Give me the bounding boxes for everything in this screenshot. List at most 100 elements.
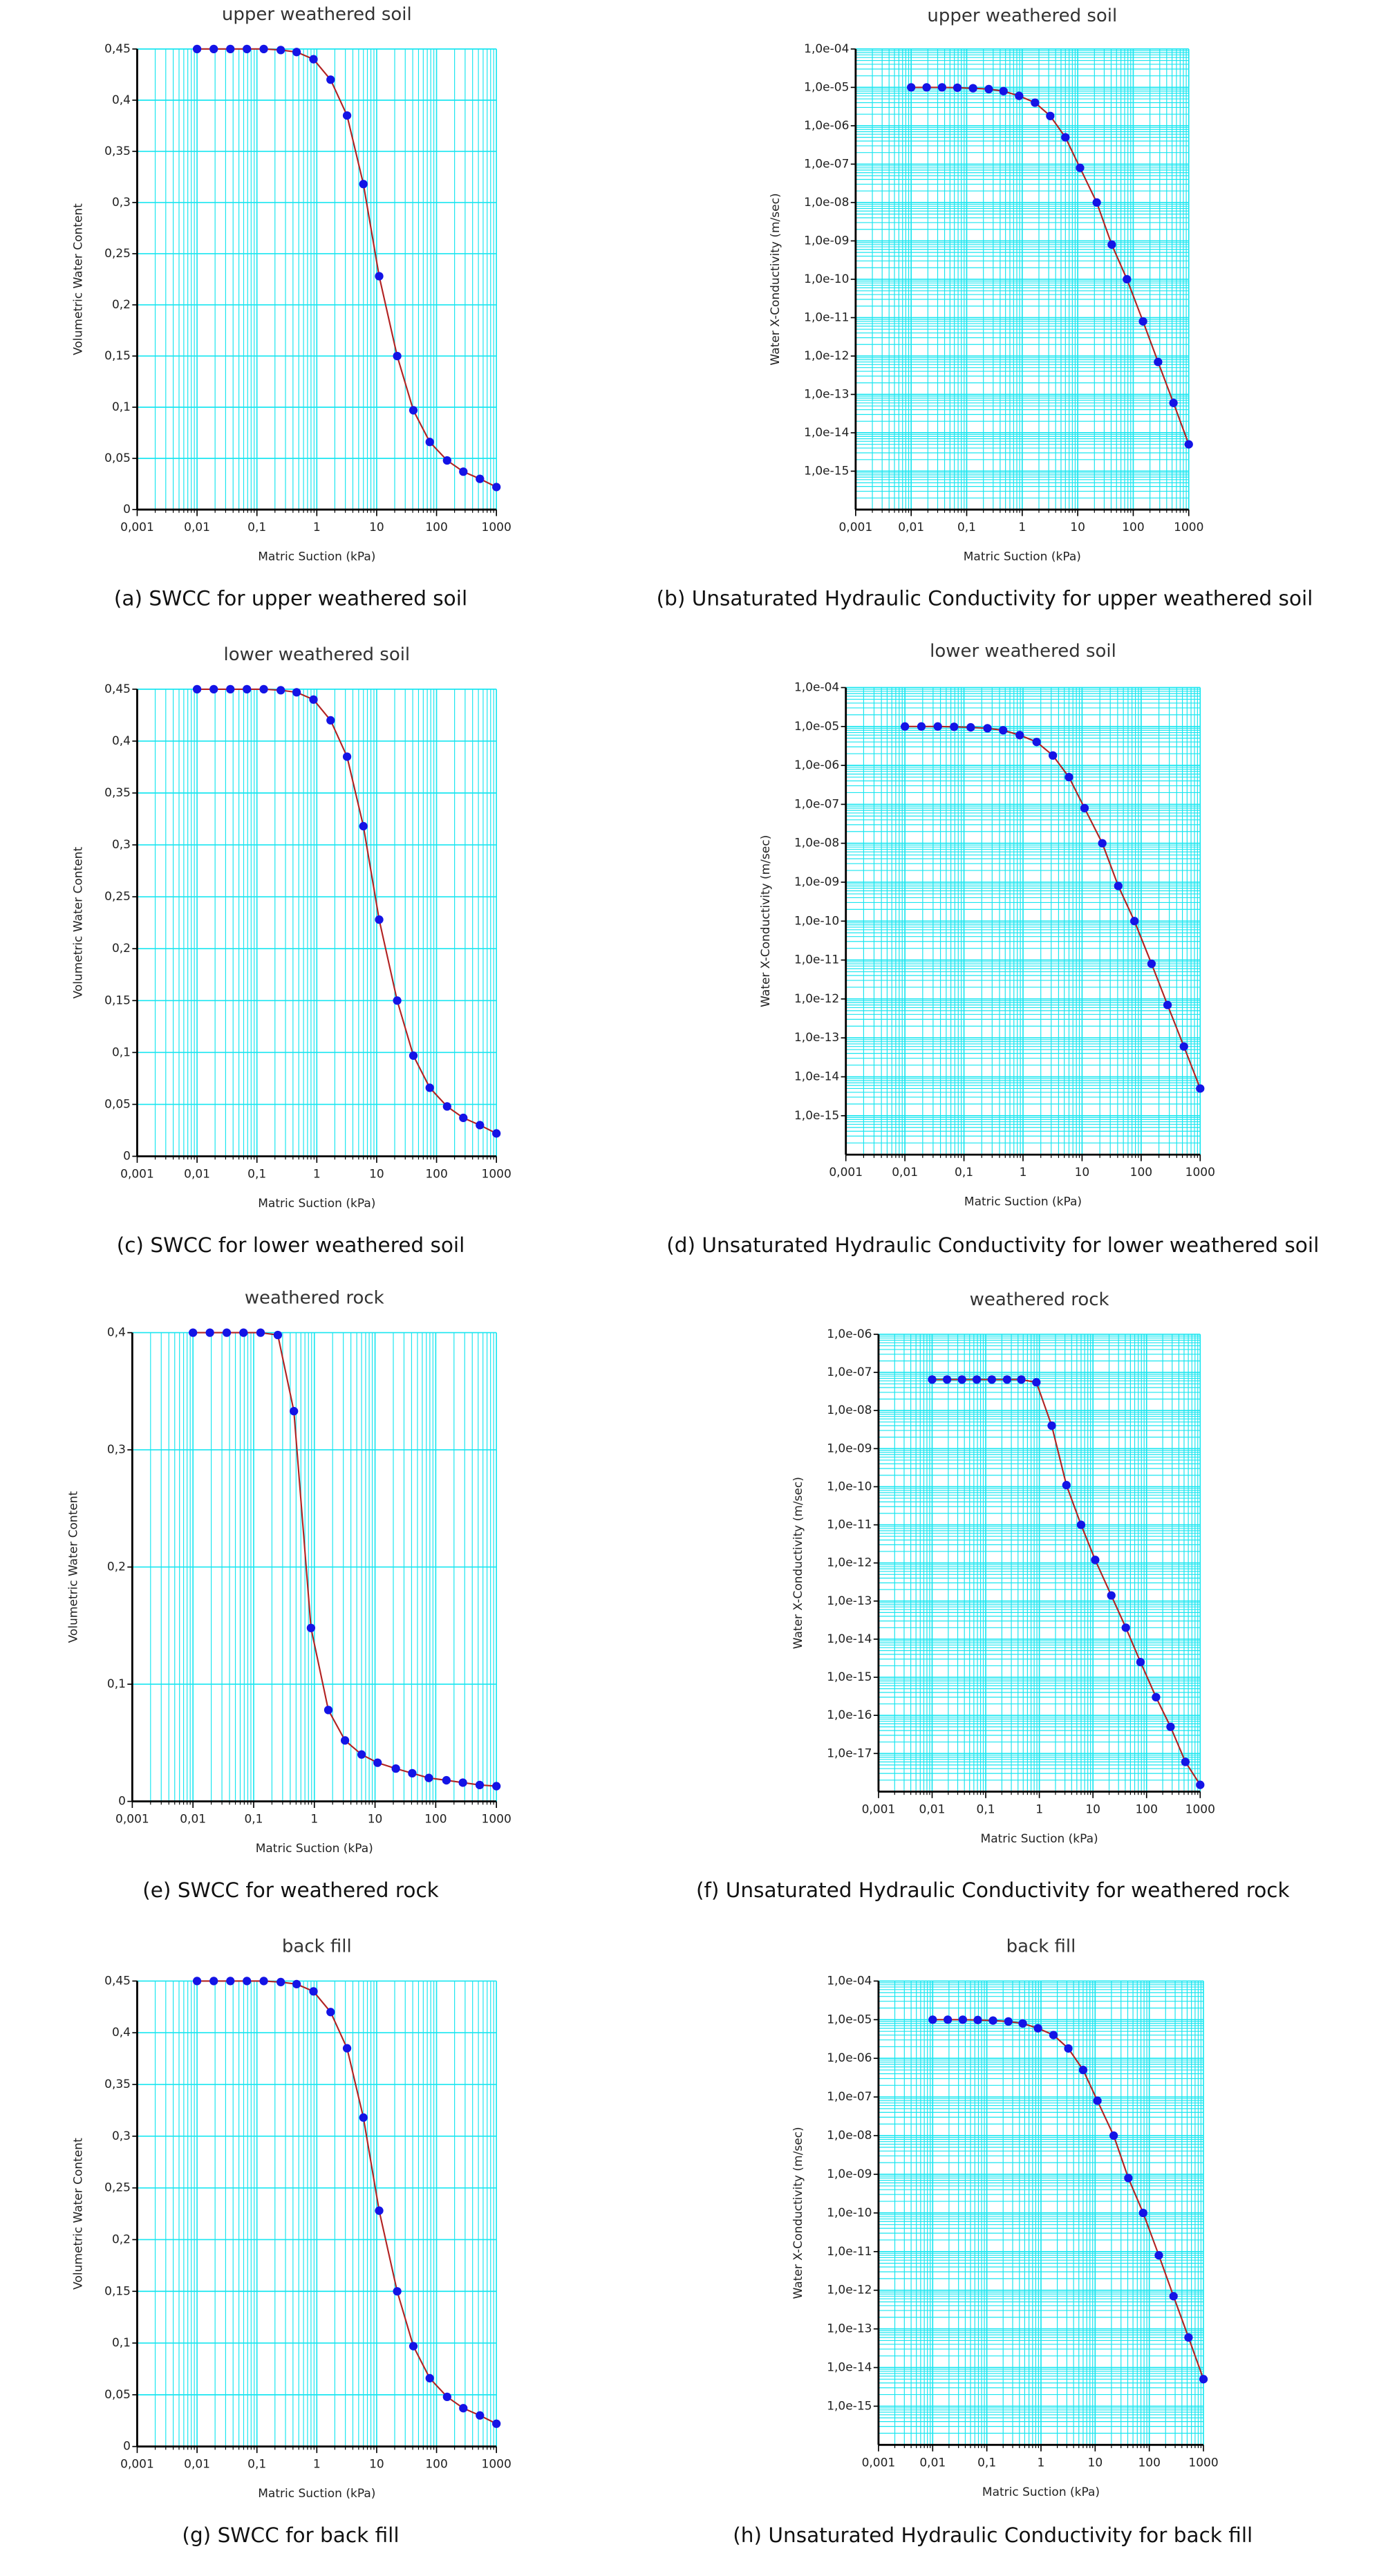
- y-axis-label: Volumetric Water Content: [71, 847, 85, 999]
- data-point: [917, 722, 926, 731]
- data-point: [1109, 2131, 1118, 2140]
- y-tick-label: 0,2: [112, 942, 131, 955]
- y-tick-label: 1,0e-06: [794, 758, 839, 772]
- y-tick-label: 1,0e-10: [827, 1480, 872, 1493]
- data-point: [1169, 2292, 1178, 2301]
- y-tick-label: 1,0e-16: [827, 1708, 872, 1722]
- y-tick-label: 1,0e-15: [827, 2399, 872, 2413]
- data-point: [359, 2113, 368, 2122]
- y-tick-label: 0,2: [112, 298, 131, 312]
- data-point: [928, 2015, 937, 2024]
- y-tick-label: 1,0e-12: [827, 1556, 872, 1570]
- data-point: [937, 83, 947, 92]
- x-axis-label: Matric Suction (kPa): [256, 1842, 373, 1856]
- x-tick-label: 1000: [1174, 521, 1203, 534]
- data-point: [1123, 274, 1132, 284]
- data-point: [966, 722, 975, 732]
- data-point: [1196, 1780, 1205, 1789]
- x-tick-label: 10: [1075, 1166, 1090, 1179]
- x-tick-label: 0,001: [862, 1802, 896, 1816]
- x-tick-label: 0,1: [244, 1813, 263, 1827]
- y-tick-label: 1,0e-07: [804, 157, 849, 171]
- caption: (f) Unsaturated Hydraulic Conductivity f…: [696, 1878, 1290, 1902]
- y-tick-label: 1,0e-09: [804, 234, 849, 248]
- x-tick-label: 0,01: [898, 521, 924, 534]
- data-point: [375, 2206, 384, 2215]
- data-point: [409, 406, 418, 415]
- data-point: [306, 1623, 316, 1632]
- x-tick-label: 1: [1018, 521, 1026, 534]
- data-point: [1152, 1692, 1161, 1702]
- data-point: [192, 1977, 202, 1986]
- y-axis-label: Volumetric Water Content: [66, 1491, 80, 1643]
- y-tick-label: 1,0e-11: [804, 310, 849, 324]
- caption: (c) SWCC for lower weathered soil: [117, 1233, 465, 1257]
- y-tick-label: 1,0e-13: [827, 2322, 872, 2336]
- data-point: [292, 1979, 301, 1989]
- y-tick-label: 0,05: [104, 2388, 131, 2402]
- y-axis-label: Volumetric Water Content: [71, 2138, 85, 2290]
- x-tick-label: 0,001: [115, 1813, 149, 1827]
- data-point: [442, 2392, 451, 2402]
- x-tick-label: 0,1: [247, 521, 266, 534]
- data-point: [988, 2016, 997, 2025]
- data-point: [958, 2015, 968, 2024]
- data-point: [1169, 398, 1178, 407]
- data-point: [189, 1328, 198, 1337]
- data-point: [409, 2342, 418, 2351]
- data-point: [492, 1129, 501, 1138]
- caption: (h) Unsaturated Hydraulic Conductivity f…: [733, 2523, 1253, 2547]
- chart: 0,001 0,01 0,1 1 10 100 1000 1,0e-06 1,0e-07 1,0e…: [696, 1289, 1290, 1902]
- data-point: [942, 1375, 952, 1384]
- curve: [193, 1332, 497, 1787]
- data-point: [459, 1113, 468, 1123]
- x-axis-label: Matric Suction (kPa): [982, 2485, 1100, 2499]
- chart: 0,001 0,01 0,1 1 10 100 1000 0 0,05 0,1 0,15 0,2 0,2…: [71, 1936, 511, 2547]
- x-tick-label: 1: [1020, 1166, 1027, 1179]
- data-point: [393, 351, 402, 361]
- y-tick-label: 1,0e-17: [827, 1746, 872, 1760]
- data-point: [243, 684, 252, 694]
- data-point: [987, 1375, 997, 1384]
- data-point: [922, 83, 931, 92]
- y-tick-label: 0,1: [112, 2336, 131, 2350]
- y-tick-label: 0,1: [112, 1045, 131, 1059]
- y-tick-label: 1,0e-06: [827, 2051, 872, 2065]
- data-point: [205, 1328, 214, 1337]
- data-point: [442, 456, 451, 465]
- y-tick-label: 0,45: [104, 682, 131, 696]
- data-point: [943, 2015, 953, 2024]
- x-tick-label: 0,001: [862, 2456, 896, 2470]
- y-tick-label: 1,0e-10: [794, 914, 839, 928]
- data-point: [1061, 133, 1070, 142]
- data-point: [1076, 163, 1085, 172]
- chart: 0,001 0,01 0,1 1 10 100 1000 1,0e-04 1,0e-05 1,0e…: [666, 641, 1319, 1257]
- y-tick-label: 1,0e-12: [827, 2284, 872, 2297]
- data-point: [1184, 440, 1193, 449]
- x-tick-label: 10: [1088, 2456, 1103, 2470]
- data-point: [1033, 2024, 1042, 2033]
- data-point: [424, 1773, 433, 1782]
- y-tick-label: 1,0e-06: [827, 1327, 872, 1341]
- y-tick-label: 1,0e-05: [827, 2013, 872, 2026]
- data-point: [442, 1775, 451, 1785]
- y-tick-label: 0,4: [112, 93, 131, 107]
- data-point: [999, 86, 1008, 95]
- data-point: [209, 1977, 218, 1986]
- y-tick-label: 1,0e-07: [794, 797, 839, 811]
- chart-title: lower weathered soil: [223, 644, 410, 665]
- x-tick-label: 1: [310, 1813, 318, 1827]
- y-tick-label: 1,0e-14: [794, 1070, 839, 1084]
- x-axis-label: Matric Suction (kPa): [964, 550, 1081, 564]
- data-point: [1064, 2044, 1073, 2053]
- data-point: [425, 1083, 434, 1092]
- x-tick-label: 1000: [482, 521, 512, 534]
- data-point: [1107, 1591, 1116, 1600]
- data-point: [1154, 357, 1163, 366]
- x-tick-label: 10: [368, 1813, 383, 1827]
- y-tick-label: 0,4: [107, 1326, 126, 1340]
- data-point: [1138, 317, 1147, 326]
- x-tick-label: 0,001: [120, 2458, 154, 2472]
- x-tick-label: 0,01: [919, 2456, 946, 2470]
